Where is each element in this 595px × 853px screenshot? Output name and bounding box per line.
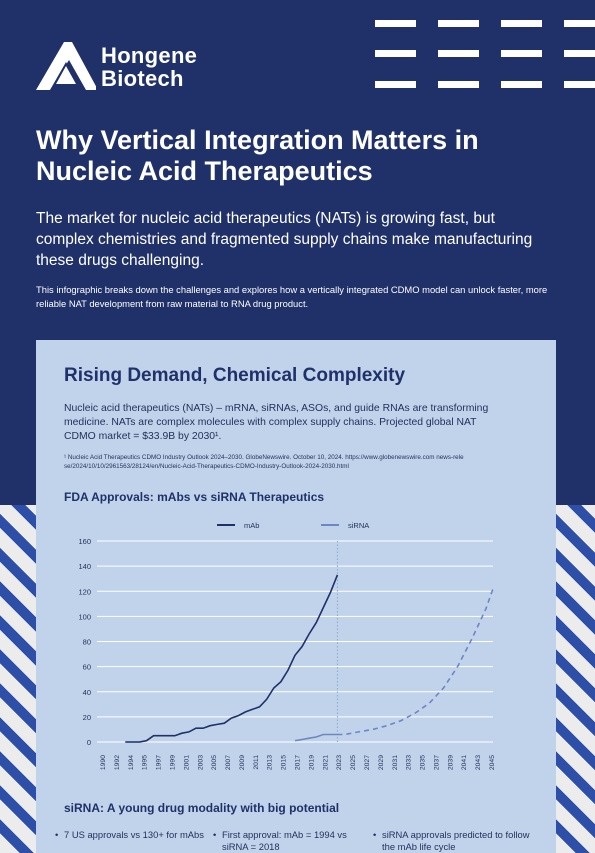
x-tick-label: 2019 [308,755,315,770]
x-tick-label: 2033 [406,755,413,770]
hongene-logo-icon [36,42,96,90]
legend-label: siRNA [348,521,369,530]
series-line-mab [125,574,339,743]
x-tick-label: 2013 [267,755,274,770]
x-tick-label: 1992 [114,755,121,770]
x-tick-label: 1999 [169,755,176,770]
series-projection-sirna [337,588,494,736]
x-tick-label: 2025 [350,755,357,770]
section-text: Nucleic acid therapeutics (NATs) – mRNA,… [64,403,489,442]
x-tick-label: 1994 [128,755,135,770]
x-tick-label: 2039 [447,755,454,770]
x-tick-label: 2041 [461,755,468,770]
x-tick-label: 2035 [420,755,427,770]
x-tick-label: 2043 [475,755,482,770]
bullet-item: 7 US approvals vs 130+ for mAbs [55,829,214,841]
chart-title: FDA Approvals: mAbs vs siRNA Therapeutic… [64,490,325,504]
x-tick-label: 2031 [392,755,399,770]
x-tick-label: 2023 [336,755,343,770]
series-line-sirna [294,733,338,742]
y-tick-label: 80 [83,638,91,647]
brand-line-2: Biotech [101,66,184,91]
description-paragraph: This infographic breaks down the challen… [36,284,548,309]
lead-paragraph: The market for nucleic acid therapeutics… [36,210,533,269]
x-tick-label: 2021 [322,755,329,770]
brand-name: Hongene Biotech [101,44,197,90]
brand-line-1: Hongene [101,43,198,68]
x-tick-label: 2011 [253,755,260,770]
legend-label: mAb [244,521,259,530]
y-tick-label: 60 [83,663,91,672]
y-tick-label: 160 [78,537,91,546]
decorative-stripes-right [556,505,595,853]
bullet-item: First approval: mAb = 1994 vs siRNA = 20… [213,829,372,853]
subsection-title: siRNA: A young drug modality with big po… [64,801,340,815]
y-tick-label: 40 [83,688,91,697]
x-tick-label: 2045 [489,755,496,770]
x-tick-label: 1995 [142,755,149,770]
x-tick-label: 2007 [225,755,232,770]
x-tick-label: 2037 [433,755,440,770]
decorative-stripes-left [0,505,40,853]
page-title: Why Vertical Integration Matters in Nucl… [36,125,479,186]
x-tick-label: 2015 [281,755,288,770]
y-tick-label: 100 [78,612,91,621]
y-tick-label: 20 [83,713,91,722]
y-tick-label: 120 [78,587,91,596]
y-tick-label: 140 [78,562,91,571]
x-tick-label: 2009 [239,755,246,770]
x-tick-label: 1997 [156,755,163,770]
x-tick-label: 2029 [378,755,385,770]
content-card: Rising Demand, Chemical Complexity Nucle… [36,340,556,853]
x-tick-label: 1990 [100,755,107,770]
x-tick-label: 2003 [197,755,204,770]
section-title: Rising Demand, Chemical Complexity [64,365,406,386]
x-tick-label: 2017 [295,755,302,770]
approvals-line-chart: 0 20 40 60 80 100 120 140 160 1990 1992 1994 1995 19… [78,521,496,770]
bullet-item: siRNA approvals predicted to follow the … [373,829,532,853]
y-tick-label: 0 [87,738,91,747]
footnote: ¹ Nucleic Acid Therapeutics CDMO Industr… [64,454,464,470]
x-tick-label: 2005 [211,755,218,770]
x-tick-label: 2027 [364,755,371,770]
x-tick-label: 2001 [183,755,190,770]
